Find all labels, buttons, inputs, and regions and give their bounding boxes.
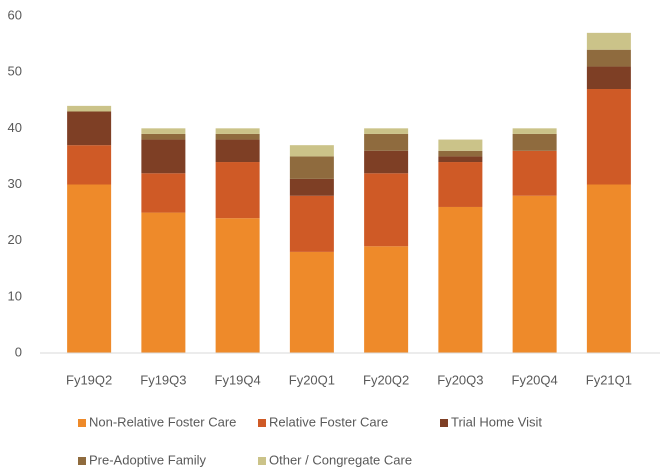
bar-segment — [67, 184, 112, 353]
bar-segment — [512, 128, 557, 134]
bar-segment — [289, 251, 334, 353]
bar-segment — [438, 206, 483, 353]
bar-segment — [141, 139, 186, 174]
bar-segment — [289, 145, 334, 157]
x-tick-label: Fy20Q1 — [289, 372, 335, 387]
bar-segment — [215, 218, 260, 353]
bar-segment — [364, 133, 409, 151]
bar-segment — [586, 184, 631, 353]
bar-segment — [586, 32, 631, 50]
bar-segment — [586, 66, 631, 90]
x-tick-label: Fy20Q3 — [437, 372, 483, 387]
bar-segment — [512, 150, 557, 196]
legend-label: Non-Relative Foster Care — [89, 414, 236, 429]
legend-swatch — [440, 419, 448, 427]
y-tick-label: 30 — [8, 176, 22, 191]
bar-segment — [141, 133, 186, 140]
x-tick-label: Fy19Q4 — [215, 372, 261, 387]
x-tick-label: Fy21Q1 — [586, 372, 632, 387]
bar-segment — [512, 133, 557, 151]
bar-segment — [364, 173, 409, 247]
legend-label: Trial Home Visit — [451, 414, 542, 429]
bar-segment — [141, 128, 186, 134]
bar-segment — [586, 89, 631, 185]
bar-segment — [438, 139, 483, 151]
y-tick-label: 40 — [8, 120, 22, 135]
bar-segment — [215, 128, 260, 134]
bar-segment — [215, 162, 260, 219]
bar-segment — [364, 128, 409, 134]
bar-segment — [289, 156, 334, 179]
bar-segment — [364, 246, 409, 353]
bar-segment — [512, 195, 557, 353]
bar-segment — [67, 111, 112, 146]
bar-segment — [67, 145, 112, 185]
legend-swatch — [78, 457, 86, 465]
legend-swatch — [78, 419, 86, 427]
legend-swatch — [258, 419, 266, 427]
x-tick-label: Fy19Q2 — [66, 372, 112, 387]
y-tick-label: 20 — [8, 232, 22, 247]
bar-segment — [438, 156, 483, 163]
x-tick-label: Fy20Q2 — [363, 372, 409, 387]
y-tick-label: 10 — [8, 288, 22, 303]
x-tick-label: Fy19Q3 — [140, 372, 186, 387]
bar-segment — [215, 133, 260, 140]
bar-segment — [289, 195, 334, 252]
bar-segment — [141, 173, 186, 213]
bar-segment — [438, 150, 483, 157]
y-tick-label: 60 — [8, 7, 22, 22]
legend-swatch — [258, 457, 266, 465]
bar-segment — [141, 212, 186, 353]
y-tick-label: 50 — [8, 64, 22, 79]
legend-label: Relative Foster Care — [269, 414, 388, 429]
bar-segment — [364, 150, 409, 174]
bar-segment — [67, 105, 112, 112]
bar-segment — [586, 49, 631, 67]
bar-segment — [289, 178, 334, 196]
bar-segment — [438, 162, 483, 207]
legend-label: Pre-Adoptive Family — [89, 452, 207, 467]
bar-segment — [215, 139, 260, 163]
legend-label: Other / Congregate Care — [269, 452, 412, 467]
y-tick-label: 0 — [15, 344, 22, 359]
x-tick-label: Fy20Q4 — [512, 372, 558, 387]
